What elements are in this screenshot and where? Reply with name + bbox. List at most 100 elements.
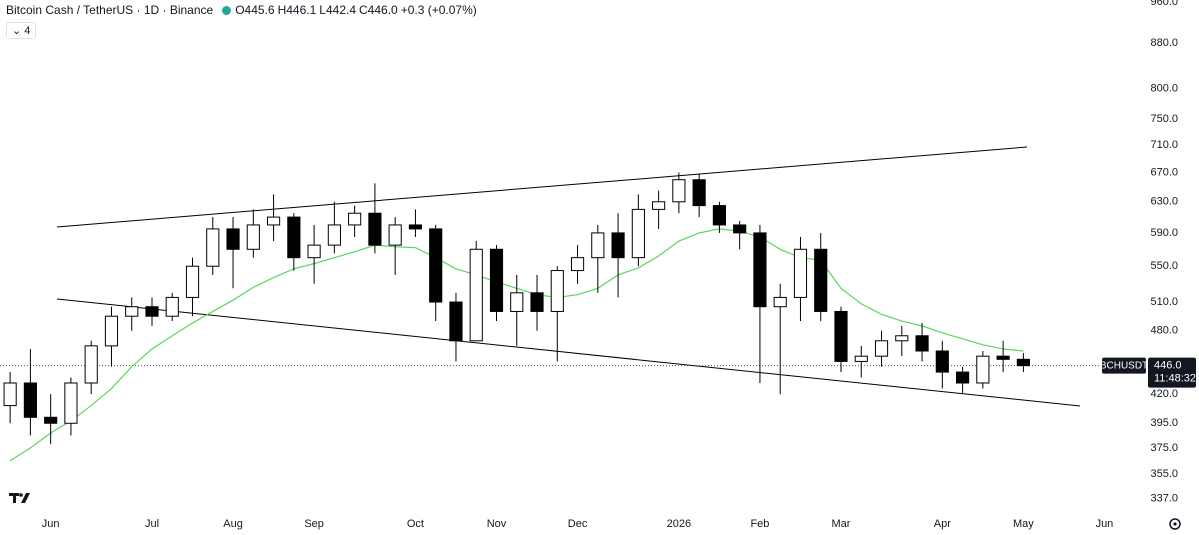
candle-body: [388, 224, 402, 246]
trendline-upper: [56, 146, 1028, 228]
x-tick-label: Oct: [407, 518, 424, 530]
candle-body: [712, 205, 726, 226]
ohlc-change: +0.3 (+0.07%): [400, 3, 477, 17]
y-tick-label: 800.0: [1150, 82, 1178, 94]
x-tick-label: Nov: [487, 518, 507, 530]
candle-body: [1016, 358, 1030, 367]
indicator-toggle[interactable]: ⌄ 4: [6, 22, 37, 39]
y-tick-label: 420.0: [1150, 388, 1178, 400]
ohlc-open: O445.6: [235, 3, 275, 17]
trendline-lower: [56, 298, 1081, 407]
countdown: 11:48:32: [1154, 373, 1196, 385]
y-tick-label: 880.0: [1150, 37, 1178, 49]
y-tick-label: 710.0: [1150, 139, 1178, 151]
candle-body: [368, 212, 382, 246]
candle-body: [611, 232, 625, 259]
candle-body: [874, 340, 889, 357]
candle-body: [489, 248, 504, 312]
candle-body: [935, 350, 949, 373]
candle-body: [773, 296, 787, 308]
indicator-count: 4: [24, 25, 31, 37]
candle-body: [570, 257, 585, 272]
x-tick-label: Jun: [1096, 518, 1114, 530]
candle-body: [84, 345, 98, 384]
y-tick-label: 750.0: [1150, 113, 1178, 125]
candle-body: [854, 355, 868, 362]
x-tick-label: Sep: [304, 518, 324, 530]
symbol: Bitcoin Cash / TetherUS · 1D · Binance: [6, 3, 214, 17]
candle-body: [185, 265, 200, 298]
y-tick-label: 375.0: [1150, 442, 1178, 454]
y-tick-label: 630.0: [1150, 196, 1178, 208]
candle-body: [226, 228, 240, 250]
candle-body: [834, 310, 848, 362]
candle-body: [3, 382, 17, 407]
candle-body: [348, 212, 362, 226]
candle-body: [449, 301, 463, 342]
candle-body: [44, 416, 58, 424]
y-tick-label: 960.0: [1150, 0, 1178, 8]
symbol-tag: BCHUSDT: [1100, 360, 1148, 371]
candle-body: [266, 216, 281, 226]
y-tick-label: 337.0: [1150, 493, 1178, 505]
y-tick-label: 550.0: [1150, 260, 1178, 272]
x-tick-label: Jun: [42, 518, 60, 530]
x-tick-label: Dec: [568, 518, 588, 530]
candle-body: [793, 248, 808, 298]
candle-body: [104, 315, 119, 347]
candle-body: [469, 248, 483, 342]
candle-body: [287, 216, 301, 259]
ohlc-high: H446.1: [277, 3, 317, 17]
candle-body: [915, 335, 929, 352]
y-tick-label: 510.0: [1150, 296, 1178, 308]
y-tick-label: 480.0: [1150, 325, 1178, 337]
y-tick-label: 395.0: [1150, 417, 1178, 429]
candle-body: [631, 208, 645, 259]
candle-body: [895, 335, 909, 342]
candle-body: [408, 224, 423, 230]
candle-body: [530, 292, 544, 312]
candle-body: [652, 201, 666, 210]
y-tick-label: 590.0: [1150, 227, 1178, 239]
symbol-tag-bg: [1102, 357, 1146, 374]
x-tick-label: 2026: [667, 518, 691, 530]
candle-body: [956, 371, 970, 384]
candle-body: [996, 355, 1010, 360]
candle-body: [165, 296, 179, 317]
y-tick-label: 670.0: [1150, 167, 1178, 179]
last-price-tag: 446.0: [1154, 360, 1182, 372]
candle-body: [429, 228, 443, 303]
candle-body: [307, 244, 321, 259]
header: Bitcoin Cash / TetherUS · 1D · Binance O4…: [6, 3, 480, 17]
candle-body: [246, 224, 260, 250]
last-price-tag-bg: [1148, 357, 1196, 388]
x-tick-label: Feb: [750, 518, 769, 530]
settings-icon[interactable]: [1169, 518, 1181, 530]
candle-body: [591, 232, 605, 259]
candle-body: [327, 224, 341, 246]
x-tick-label: Mar: [832, 518, 851, 530]
candle-body: [976, 355, 990, 384]
y-tick-label: 355.0: [1150, 468, 1178, 480]
ohlc-low: L442.4: [319, 3, 356, 17]
x-tick-label: Apr: [934, 518, 951, 530]
candle-body: [550, 270, 564, 312]
ohlc-close: C446.0: [359, 3, 398, 17]
candle-body: [692, 179, 706, 207]
status-dot: [222, 6, 232, 15]
candle-body: [510, 292, 524, 312]
candle-body: [672, 179, 686, 203]
candle-body: [733, 224, 747, 234]
candle-body: [64, 382, 78, 424]
candle-body: [206, 228, 220, 267]
x-tick-label: Aug: [223, 518, 243, 530]
candle-body: [145, 306, 159, 317]
tv-logo: [9, 493, 30, 503]
x-tick-label: Jul: [145, 518, 159, 530]
candle-body: [814, 248, 828, 312]
candle-body: [753, 232, 767, 308]
x-tick-label: May: [1013, 518, 1034, 530]
candle-body: [23, 382, 37, 418]
